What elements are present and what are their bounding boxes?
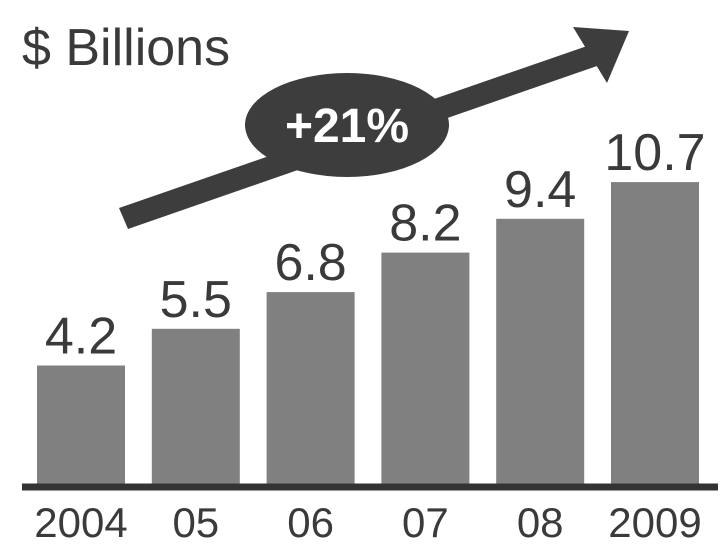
growth-badge-shape bbox=[245, 73, 449, 177]
bar-07 bbox=[381, 252, 470, 484]
bar-08 bbox=[496, 218, 585, 485]
bar-2004 bbox=[37, 365, 125, 484]
bar-05 bbox=[151, 328, 240, 484]
value-labels: 4.2 5.5 6.8 8.2 9.4 10.7 bbox=[45, 124, 706, 365]
x-tick-2009: 2009 bbox=[608, 499, 701, 544]
value-label-2009: 10.7 bbox=[604, 124, 705, 182]
x-tick-08: 08 bbox=[517, 499, 564, 544]
growth-arrow-head bbox=[573, 27, 629, 83]
x-tick-labels: 2004 05 06 07 08 2009 bbox=[34, 499, 701, 544]
x-tick-2004: 2004 bbox=[34, 499, 127, 544]
bar-06 bbox=[266, 292, 355, 484]
value-label-08: 9.4 bbox=[504, 161, 576, 219]
x-tick-05: 05 bbox=[172, 499, 219, 544]
bar-2009 bbox=[611, 182, 699, 484]
value-label-06: 6.8 bbox=[274, 234, 346, 292]
x-tick-06: 06 bbox=[287, 499, 334, 544]
growth-badge: +21% bbox=[245, 73, 449, 177]
chart-title: $ Billions bbox=[22, 19, 230, 77]
value-label-07: 8.2 bbox=[389, 195, 461, 253]
growth-badge-label: +21% bbox=[285, 100, 409, 153]
value-label-05: 5.5 bbox=[160, 271, 232, 329]
bars bbox=[37, 182, 699, 485]
value-label-2004: 4.2 bbox=[45, 308, 117, 366]
x-tick-07: 07 bbox=[402, 499, 449, 544]
